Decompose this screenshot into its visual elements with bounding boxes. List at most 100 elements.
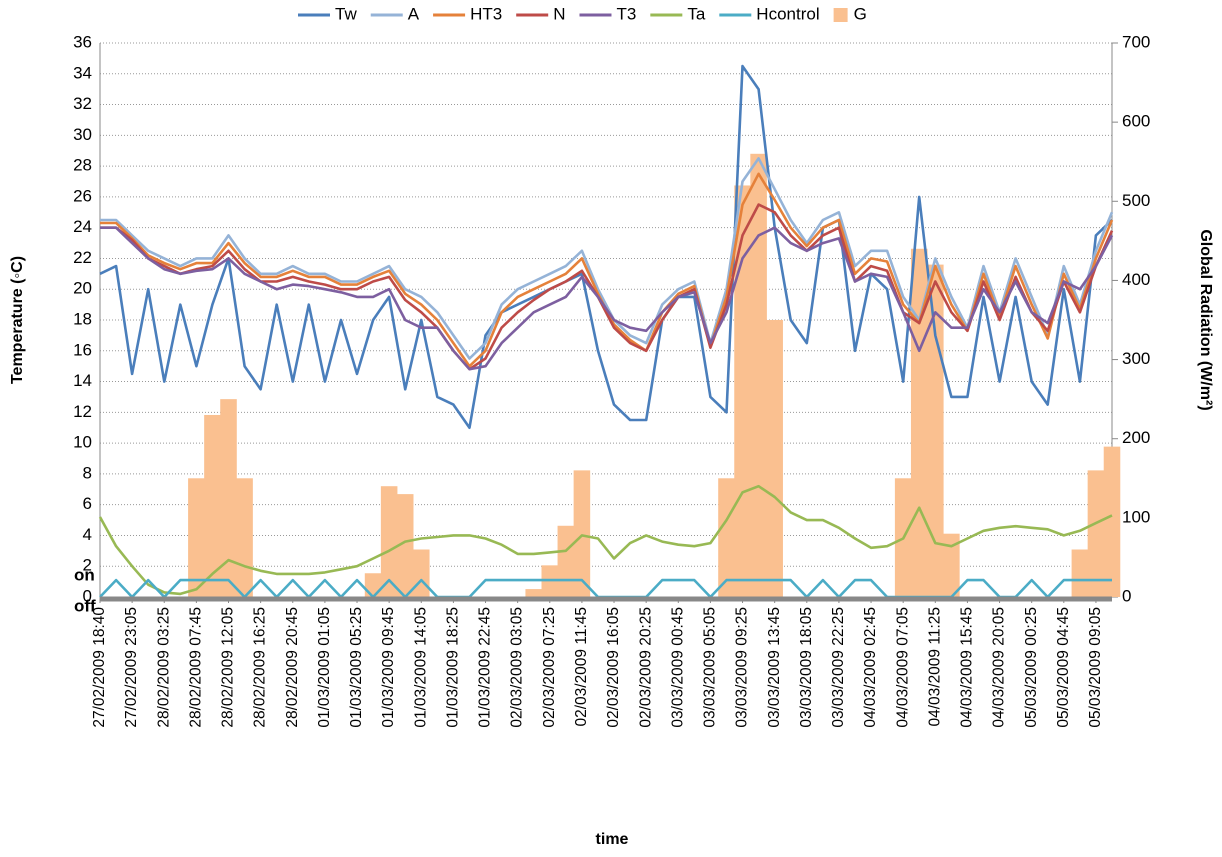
y-tick-label: 22 [73, 248, 92, 267]
legend-label: G [854, 4, 867, 23]
legend-label: Tw [335, 4, 357, 23]
series-line [100, 157, 1114, 360]
y2-tick-label: 400 [1122, 270, 1150, 289]
y-tick-label: 8 [83, 463, 92, 482]
x-tick-label: 03/03/2009 13:45 [766, 607, 783, 728]
area-column [364, 573, 382, 597]
legend-label: Hcontrol [756, 4, 819, 23]
y-tick-label: 16 [73, 340, 92, 359]
y-tick-label: 28 [73, 156, 92, 175]
series-line [98, 484, 1113, 596]
y-tick-label: 32 [73, 94, 92, 113]
y-tick-label: 30 [73, 125, 92, 144]
x-tick-label: 04/03/2009 02:45 [862, 607, 879, 728]
x-tick-label: 01/03/2009 18:25 [444, 607, 461, 728]
x-axis-title: time [596, 831, 629, 848]
annotation: off [74, 596, 96, 615]
legend-label: HT3 [470, 4, 502, 23]
legend-label: T3 [616, 4, 636, 23]
area-column [734, 185, 751, 597]
series-line [99, 64, 1113, 429]
x-tick-label: 01/03/2009 22:45 [477, 607, 494, 728]
x-tick-label: 27/02/2009 23:05 [123, 607, 140, 728]
x-tick-label: 28/02/2009 03:25 [155, 607, 172, 728]
y2-tick-label: 0 [1122, 586, 1131, 605]
x-tick-label: 02/03/2009 20:25 [637, 607, 654, 728]
annotation: on [74, 566, 95, 585]
area-column [220, 399, 237, 597]
y2-tick-label: 500 [1122, 191, 1150, 210]
x-tick-label: 02/03/2009 16:05 [605, 607, 622, 728]
series-line [100, 172, 1114, 368]
x-tick-label: 28/02/2009 12:05 [220, 607, 237, 728]
series-line [100, 226, 1114, 371]
y2-axis-title: Global Radiation (W/m²) [1197, 229, 1214, 410]
x-tick-label: 28/02/2009 16:25 [252, 607, 269, 728]
x-tick-label: 03/03/2009 18:05 [798, 607, 815, 728]
x-tick-label: 28/02/2009 20:45 [284, 607, 301, 728]
area-column [1087, 470, 1105, 597]
y-tick-label: 6 [83, 494, 92, 513]
y-tick-label: 36 [73, 32, 92, 51]
y-tick-label: 0 [83, 586, 92, 605]
area-column [204, 414, 221, 597]
y-axis-title: Temperature (◦C) [9, 256, 26, 384]
y2-tick-label: 600 [1122, 112, 1150, 131]
y-tick-label: 34 [73, 63, 92, 82]
y-tick-label: 20 [73, 279, 92, 298]
area-column [573, 470, 591, 597]
x-tick-label: 27/02/2009 18:40 [91, 607, 108, 728]
y2-tick-label: 100 [1122, 507, 1150, 526]
y-tick-label: 14 [73, 371, 92, 390]
x-tick-label: 03/03/2009 05:05 [702, 607, 719, 728]
x-tick-label: 01/03/2009 14:05 [412, 607, 429, 728]
x-tick-label: 01/03/2009 05:25 [348, 607, 365, 728]
x-tick-label: 04/03/2009 11:25 [926, 607, 943, 727]
area-column [910, 248, 928, 597]
area-column [943, 533, 960, 597]
x-tick-label: 28/02/2009 07:45 [187, 607, 204, 728]
y2-tick-label: 200 [1122, 428, 1150, 447]
area-column [412, 549, 430, 597]
x-tick-label: 01/03/2009 01:05 [316, 607, 333, 728]
x-tick-label: 05/03/2009 04:45 [1055, 607, 1072, 728]
x-tick-label: 02/03/2009 03:05 [509, 607, 526, 728]
area-column [396, 494, 414, 597]
y2-tick-label: 300 [1122, 349, 1150, 368]
area-column [557, 525, 575, 597]
x-tick-label: 01/03/2009 09:45 [380, 607, 397, 728]
legend-label: Ta [687, 4, 706, 23]
area-column [525, 589, 542, 597]
legend-label: A [408, 4, 420, 23]
series-line [100, 203, 1114, 371]
x-tick-label: 05/03/2009 00:25 [1023, 607, 1040, 728]
y-tick-label: 26 [73, 186, 92, 205]
area-column [766, 320, 783, 597]
x-tick-label: 04/03/2009 20:05 [991, 607, 1008, 728]
y-tick-label: 12 [73, 402, 92, 421]
legend-swatch [833, 8, 848, 22]
x-tick-label: 02/03/2009 07:25 [541, 607, 558, 728]
x-tick-label: 03/03/2009 00:45 [669, 607, 686, 728]
x-tick-label: 04/03/2009 15:45 [959, 607, 976, 728]
x-tick-label: 02/03/2009 11:45 [573, 607, 590, 727]
y-tick-label: 2 [83, 556, 92, 575]
area-column [188, 478, 205, 597]
x-tick-label: 03/03/2009 09:25 [734, 607, 751, 728]
area-column [750, 153, 767, 598]
y-tick-label: 24 [73, 217, 92, 236]
x-tick-label: 05/03/2009 09:05 [1087, 607, 1104, 728]
area-column [718, 478, 735, 597]
area-column [1103, 446, 1121, 597]
x-tick-label: 04/03/2009 07:05 [894, 607, 911, 728]
y-tick-label: 10 [73, 433, 92, 452]
y-tick-label: 4 [83, 525, 92, 544]
y2-tick-label: 700 [1122, 32, 1150, 51]
legend-label: N [553, 4, 565, 23]
x-tick-label: 03/03/2009 22:25 [830, 607, 847, 728]
area-column [236, 478, 253, 597]
y-tick-label: 18 [73, 309, 92, 328]
area-column [380, 486, 398, 597]
